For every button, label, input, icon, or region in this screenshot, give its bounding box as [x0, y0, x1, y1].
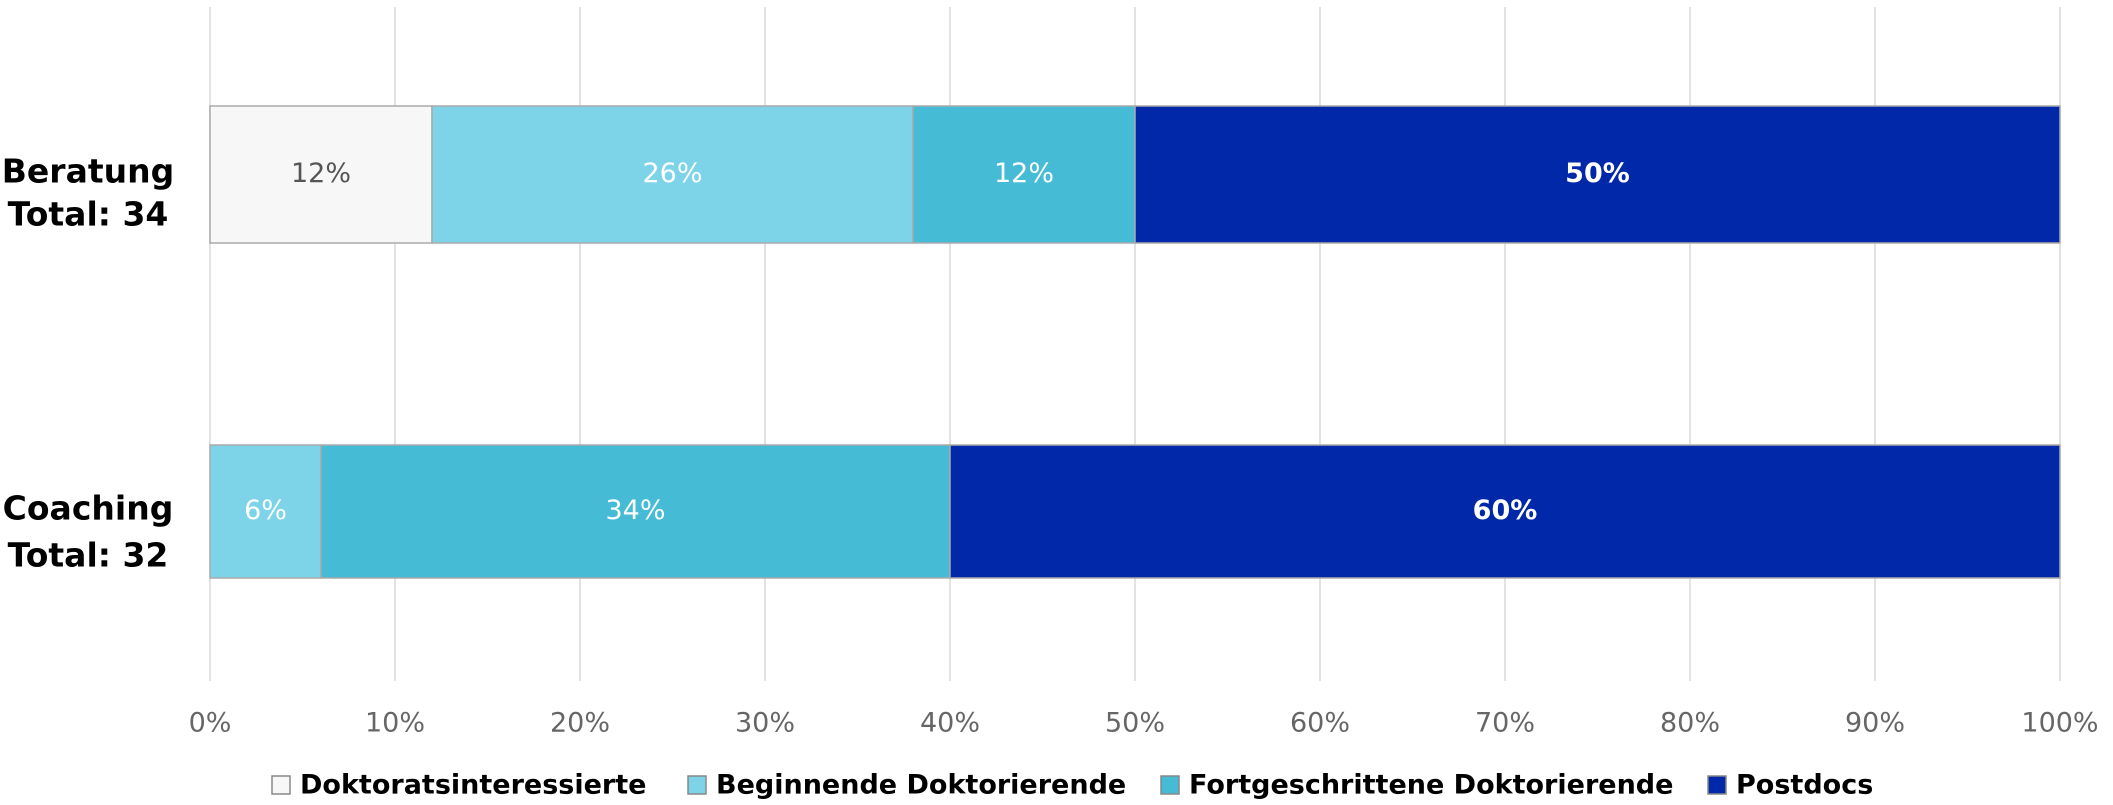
data-label: 12% [291, 158, 351, 189]
data-label: 34% [605, 495, 665, 526]
x-tick-label: 100% [2021, 708, 2098, 739]
x-tick-label: 70% [1475, 708, 1535, 739]
bar-segment [912, 105, 1136, 244]
legend-label: Doktoratsinteressierte [300, 770, 646, 801]
data-label: 50% [1565, 158, 1630, 189]
bar-segment [209, 444, 322, 579]
x-tick-label: 30% [735, 708, 795, 739]
x-tick-label: 80% [1660, 708, 1720, 739]
bar-segment [949, 444, 2061, 579]
x-tick-label: 40% [920, 708, 980, 739]
legend-label: Postdocs [1736, 770, 1873, 801]
data-label: 60% [1473, 495, 1538, 526]
legend-marker [687, 775, 707, 795]
bar-segment [431, 105, 914, 244]
x-tick-label: 10% [365, 708, 425, 739]
x-tick-label: 20% [550, 708, 610, 739]
legend-marker [271, 775, 291, 795]
bar-segment [320, 444, 951, 579]
legend-label: Beginnende Doktorierende [716, 770, 1126, 801]
y-tick-label: Total: 32 [8, 536, 169, 575]
legend-label: Fortgeschrittene Doktorierende [1189, 770, 1673, 801]
y-tick-label: Beratung [2, 152, 174, 191]
bar-segment [1134, 105, 2061, 244]
bar-segment [209, 105, 433, 244]
x-tick-label: 0% [189, 708, 232, 739]
y-tick-label: Total: 34 [8, 195, 169, 234]
data-label: 26% [642, 158, 702, 189]
legend-marker [1707, 775, 1727, 795]
data-label: 6% [244, 495, 287, 526]
x-tick-label: 90% [1845, 708, 1905, 739]
y-tick-label: Coaching [3, 489, 174, 528]
legend-marker [1160, 775, 1180, 795]
x-tick-label: 60% [1290, 708, 1350, 739]
data-label: 12% [994, 158, 1054, 189]
x-tick-label: 50% [1105, 708, 1165, 739]
